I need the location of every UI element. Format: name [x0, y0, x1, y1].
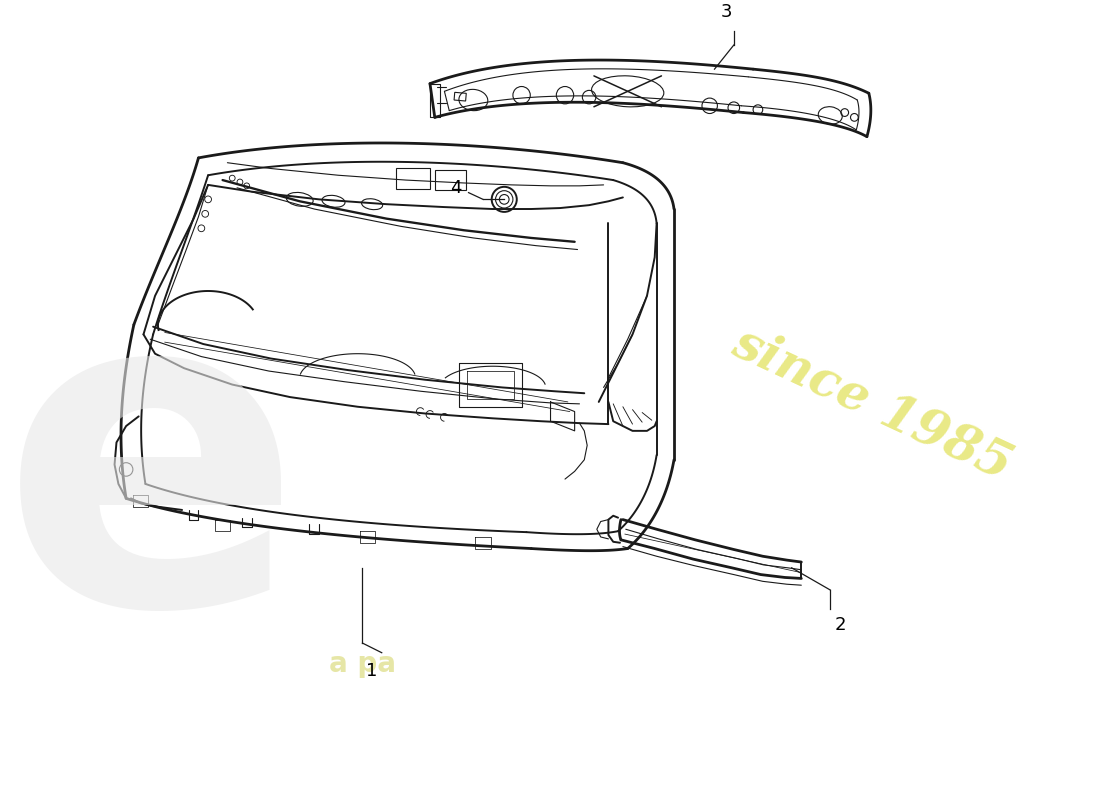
Text: 1: 1 — [366, 662, 377, 680]
Text: since 1985: since 1985 — [724, 318, 1019, 490]
Text: 2: 2 — [835, 616, 847, 634]
Bar — [396, 167, 430, 189]
Bar — [454, 92, 466, 101]
Text: a pa: a pa — [329, 650, 396, 678]
Text: 4: 4 — [450, 178, 462, 197]
Bar — [434, 170, 465, 190]
Text: e: e — [1, 267, 303, 697]
Text: 3: 3 — [720, 3, 732, 21]
